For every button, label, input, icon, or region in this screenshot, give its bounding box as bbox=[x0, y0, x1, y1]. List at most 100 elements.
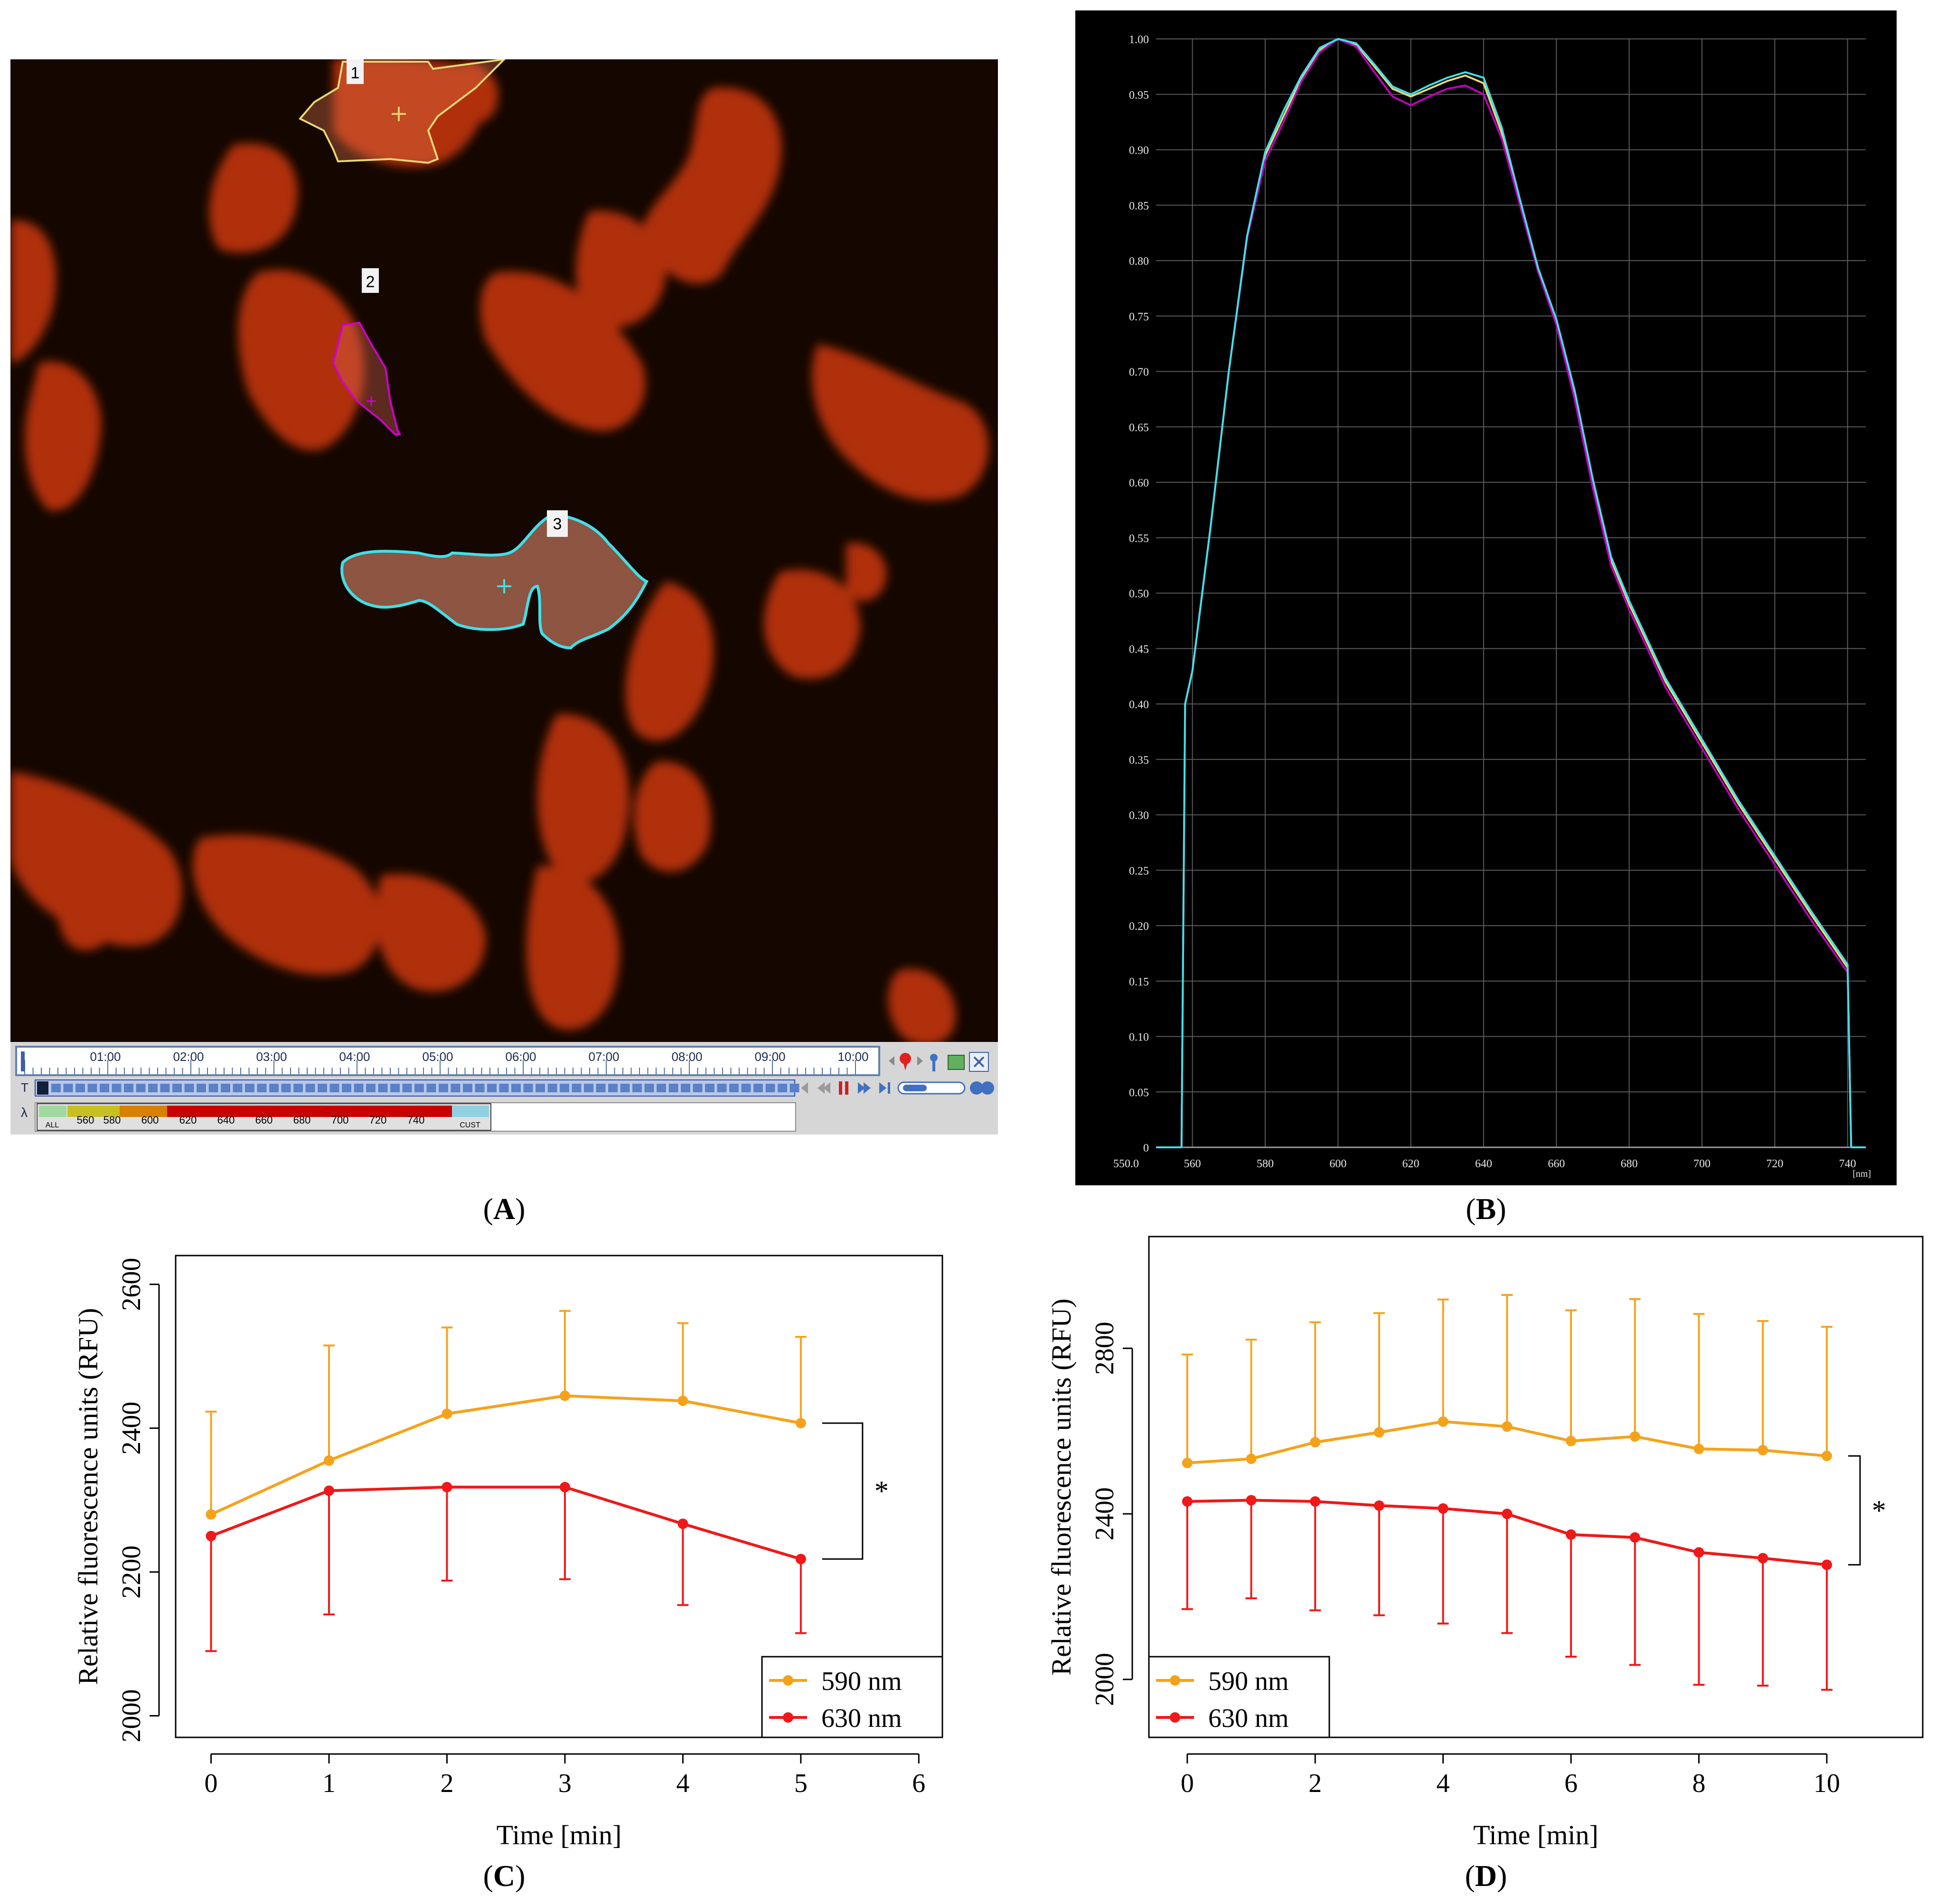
y-tick-label: 2000 bbox=[117, 1689, 146, 1743]
legend-label: 630 nm bbox=[1208, 1704, 1289, 1733]
ruler-icon[interactable] bbox=[948, 1055, 965, 1070]
playback-controls bbox=[801, 1081, 994, 1095]
frame-cell bbox=[257, 1084, 267, 1092]
skip-start-icon[interactable] bbox=[801, 1082, 808, 1094]
y-tick-label: 1.00 bbox=[1129, 34, 1149, 46]
data-point bbox=[1758, 1553, 1768, 1564]
panel-c: 0 1 2 3 4 5 6 2000 2200 2400 2600 Time [min] Relativ… bbox=[0, 1229, 978, 1866]
lambda-label: 560 bbox=[77, 1114, 94, 1126]
frame-cell bbox=[293, 1084, 303, 1092]
frame-cell bbox=[63, 1084, 73, 1092]
frame-cell bbox=[644, 1084, 654, 1092]
data-point bbox=[1246, 1495, 1257, 1506]
frame-cell bbox=[560, 1084, 569, 1092]
rfu-chart-d: 0 2 4 6 8 10 2000 2400 2800 Time [min] Relative fl… bbox=[1046, 1236, 1924, 1850]
frame-cell bbox=[632, 1084, 642, 1092]
x-axis-title: Time [min] bbox=[1473, 1820, 1598, 1850]
caption-c-letter: C bbox=[493, 1859, 516, 1893]
significance-marker: * bbox=[874, 1475, 889, 1507]
frame-cell bbox=[499, 1084, 509, 1092]
x-tick-label: 4 bbox=[1437, 1769, 1450, 1798]
frame-cell bbox=[729, 1084, 739, 1092]
lambda-label: 640 bbox=[217, 1114, 235, 1126]
marker-pin-icon[interactable] bbox=[900, 1053, 911, 1064]
lambda-row-label: λ bbox=[21, 1105, 28, 1120]
roi-1[interactable]: 1 bbox=[298, 58, 507, 164]
fast-forward-icon[interactable] bbox=[858, 1082, 871, 1094]
y-tick-label: 2600 bbox=[117, 1258, 146, 1311]
y-tick-label: 0.90 bbox=[1129, 145, 1149, 157]
roi-3[interactable]: 3 bbox=[340, 510, 649, 650]
roi-1-center-marker bbox=[392, 107, 406, 121]
rewind-icon[interactable] bbox=[818, 1082, 830, 1094]
roi-2-label: 2 bbox=[366, 273, 375, 291]
lambda-label: 720 bbox=[369, 1114, 387, 1126]
timeline-label: 07:00 bbox=[588, 1050, 619, 1064]
lambda-swatch-red bbox=[167, 1106, 452, 1117]
x-tick-label: 2 bbox=[440, 1769, 453, 1798]
y-tick-label: 2000 bbox=[1090, 1653, 1119, 1706]
y-tick-label: 0.30 bbox=[1129, 810, 1149, 822]
data-point bbox=[1246, 1454, 1257, 1464]
pause-icon-bar bbox=[845, 1081, 848, 1095]
probe-icon[interactable] bbox=[930, 1054, 938, 1061]
time-frames-strip[interactable] bbox=[35, 1079, 799, 1097]
timeline-label: 08:00 bbox=[671, 1050, 702, 1064]
frame-cell bbox=[100, 1084, 109, 1092]
frame-cell bbox=[753, 1084, 763, 1092]
plot-frame bbox=[1148, 1236, 1924, 1738]
pause-icon[interactable] bbox=[839, 1081, 842, 1095]
loop-icon[interactable] bbox=[970, 1081, 983, 1095]
y-tick-label: 0.15 bbox=[1129, 976, 1149, 988]
timeline-minor-ticks bbox=[24, 1060, 856, 1074]
y-tick-label: 0.65 bbox=[1129, 422, 1149, 434]
lambda-swatch-560 bbox=[67, 1106, 120, 1117]
y-tick-label: 0.95 bbox=[1129, 89, 1149, 102]
timeline-ruler[interactable]: 01:00 02:00 03:00 04:00 05:00 06:00 07:0… bbox=[15, 1046, 880, 1076]
x-tick-label: 660 bbox=[1548, 1158, 1565, 1170]
significance-bracket bbox=[822, 1422, 864, 1560]
data-point bbox=[1310, 1496, 1321, 1507]
frame-cell bbox=[318, 1084, 327, 1092]
roi-1-label-box bbox=[347, 59, 364, 84]
panel-b: 0 0.05 0.10 0.15 0.20 0.25 0.30 0.35 0.40 0.45 0.5… bbox=[1075, 10, 1897, 1185]
y-tick-label: 2400 bbox=[117, 1402, 146, 1455]
series-line bbox=[210, 1485, 801, 1561]
frame-cell bbox=[657, 1084, 666, 1092]
y-tick-label: 2200 bbox=[117, 1546, 146, 1599]
timeline-label: 10:00 bbox=[837, 1050, 868, 1064]
lambda-all-swatch bbox=[39, 1106, 66, 1117]
lambda-selector[interactable]: ALL 560 580 600 620 640 660 680 700 720 … bbox=[37, 1103, 491, 1131]
frame-cell bbox=[245, 1084, 254, 1092]
frame-cell bbox=[208, 1084, 218, 1092]
y-tick-label: 0.25 bbox=[1129, 865, 1149, 877]
frame-cell bbox=[475, 1084, 485, 1092]
data-point bbox=[1438, 1503, 1448, 1514]
lambda-label: 680 bbox=[293, 1114, 311, 1126]
marker-prev-icon[interactable] bbox=[889, 1056, 894, 1066]
data-point bbox=[1566, 1529, 1577, 1540]
timeline-toolbar bbox=[889, 1052, 989, 1072]
legend-swatch-point bbox=[1170, 1675, 1180, 1686]
bounce-icon[interactable] bbox=[981, 1081, 994, 1095]
skip-end-icon[interactable] bbox=[879, 1082, 886, 1094]
data-point bbox=[1693, 1444, 1704, 1454]
timeline-start-handle[interactable] bbox=[21, 1051, 25, 1071]
data-point bbox=[1758, 1444, 1768, 1455]
frame-cell bbox=[584, 1084, 593, 1092]
legend-label: 590 nm bbox=[821, 1667, 902, 1696]
x-tick-label: 8 bbox=[1692, 1769, 1706, 1798]
current-frame-marker bbox=[37, 1081, 48, 1095]
y-axis-title: Relative fluorescence units (RFU) bbox=[1046, 1298, 1077, 1675]
data-point bbox=[1373, 1500, 1384, 1511]
frame-cell bbox=[51, 1084, 61, 1092]
roi-2[interactable]: 2 bbox=[332, 268, 402, 435]
frame-cell bbox=[693, 1084, 703, 1092]
probe-icon-stem bbox=[932, 1061, 935, 1071]
speed-slider-fill bbox=[903, 1085, 927, 1091]
frame-cell bbox=[172, 1084, 182, 1092]
y-tick-label: 2400 bbox=[1090, 1487, 1119, 1540]
frame-cell bbox=[487, 1084, 497, 1092]
y-tick-label: 0.05 bbox=[1129, 1087, 1149, 1099]
marker-next-icon[interactable] bbox=[917, 1056, 923, 1066]
